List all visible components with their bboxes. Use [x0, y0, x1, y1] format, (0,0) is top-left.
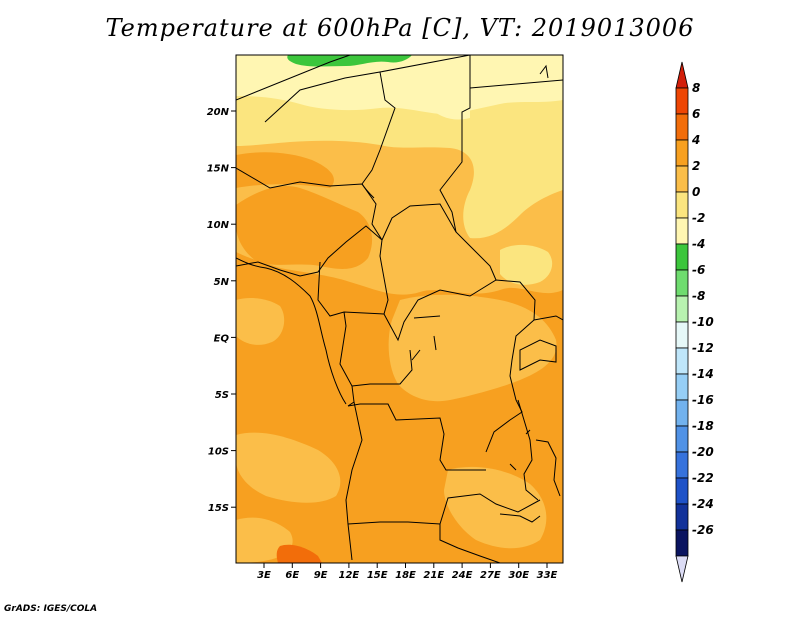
colorbar-label: -26	[692, 523, 714, 537]
colorbar-swatch	[675, 425, 689, 453]
lat-tick-label: 15S	[208, 503, 229, 514]
field-band-neg6-neg4	[287, 55, 412, 67]
lon-tick-label: 33E	[537, 570, 558, 581]
colorbar-swatch	[675, 347, 689, 375]
lon-tick-label: 18E	[395, 570, 416, 581]
colorbar-swatch	[675, 529, 689, 557]
colorbar-min-arrow	[675, 555, 689, 583]
lon-tick-label: 21E	[423, 570, 444, 581]
field-band-0-2-patch	[236, 432, 341, 503]
colorbar-swatch	[675, 321, 689, 349]
lat-tick-label: 5N	[214, 277, 230, 288]
colorbar-swatch	[675, 165, 689, 193]
country-borders	[236, 55, 563, 563]
field-band-0-2-patch	[236, 298, 285, 345]
latitude-axis: 20N 15N 10N 5N EQ 5S 10S 15S	[207, 107, 236, 514]
colorbar-swatch	[675, 139, 689, 167]
lon-tick-label: 15E	[367, 570, 388, 581]
colorbar-label: -22	[692, 471, 714, 485]
colorbar-label: -2	[692, 211, 705, 225]
colorbar-swatch	[675, 373, 689, 401]
colorbar-swatch	[675, 191, 689, 219]
colorbar-label: 8	[692, 81, 700, 95]
field-band-2-4-patch	[236, 185, 373, 269]
colorbar-label: -16	[692, 393, 714, 407]
colorbar-swatch	[675, 87, 689, 115]
colorbar-swatch	[675, 243, 689, 271]
map-frame	[235, 54, 564, 564]
map-panel: 20N 15N 10N 5N EQ 5S 10S 15S 3E 6E 9E 12E 15E 18E 21E…	[207, 54, 564, 581]
colorbar-swatch	[675, 477, 689, 505]
lon-tick-label: 27E	[480, 570, 501, 581]
lon-tick-label: 24E	[452, 570, 473, 581]
temperature-field	[236, 55, 563, 563]
colorbar-swatch	[675, 451, 689, 479]
colorbar-swatch	[675, 295, 689, 323]
colorbar-label: 6	[692, 107, 700, 121]
lon-tick-label: 12E	[339, 570, 360, 581]
map-title: Temperature at 600hPa [C], VT: 201901300…	[105, 14, 695, 42]
field-band-neg4-neg2	[236, 55, 563, 114]
lon-tick-label: 9E	[314, 570, 328, 581]
lon-tick-label: 3E	[257, 570, 271, 581]
credit-text: GrADS: IGES/COLA	[4, 604, 98, 614]
colorbar: 8 6 4 2 0 -2 -4 -6 -8 -10 -12 -14 -16 -18 -20 -22 -24 -26	[675, 61, 714, 583]
lat-tick-label: 10N	[207, 220, 230, 231]
colorbar-label: -14	[692, 367, 714, 381]
lat-tick-label: 10S	[208, 447, 229, 458]
colorbar-label: -18	[692, 419, 714, 433]
colorbar-label: -12	[692, 341, 714, 355]
colorbar-swatch	[675, 113, 689, 141]
field-band-neg4-neg2-patch	[419, 55, 470, 120]
colorbar-swatch	[675, 217, 689, 245]
colorbar-label: -4	[692, 237, 705, 251]
colorbar-label: 2	[692, 159, 700, 173]
colorbar-swatch	[675, 269, 689, 297]
field-band-neg2-0-patch	[500, 244, 553, 285]
colorbar-label: -10	[692, 315, 714, 329]
field-band-4-6	[276, 544, 322, 563]
field-band-0-2-patch	[444, 466, 547, 549]
colorbar-label: 4	[691, 133, 700, 147]
longitude-axis: 3E 6E 9E 12E 15E 18E 21E 24E 27E 30E 33E	[257, 563, 558, 581]
field-band-0-2-patch	[388, 294, 557, 402]
lon-tick-label: 6E	[285, 570, 299, 581]
lat-tick-label: 5S	[215, 390, 229, 401]
colorbar-label: -20	[692, 445, 714, 459]
colorbar-max-arrow	[675, 61, 689, 89]
lat-tick-label: 20N	[207, 107, 230, 118]
colorbar-label: -24	[692, 497, 714, 511]
colorbar-label: -8	[692, 289, 705, 303]
lat-tick-label: EQ	[214, 333, 230, 344]
colorbar-swatch	[675, 503, 689, 531]
lon-tick-label: 30E	[508, 570, 529, 581]
lat-tick-label: 15N	[207, 164, 230, 175]
colorbar-label: -6	[692, 263, 705, 277]
colorbar-label: 0	[692, 185, 700, 199]
field-band-2-4-patch	[236, 152, 334, 188]
colorbar-swatch	[675, 399, 689, 427]
